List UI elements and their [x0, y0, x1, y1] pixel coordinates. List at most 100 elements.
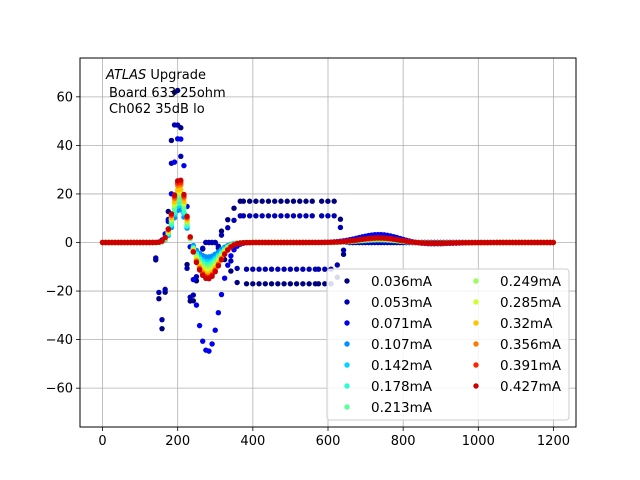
- legend-item: 0.178mA: [344, 379, 433, 395]
- data-point: [300, 266, 306, 272]
- x-tick-label: 1200: [537, 434, 570, 449]
- data-point: [168, 137, 175, 144]
- data-point: [193, 259, 200, 266]
- data-point: [290, 198, 297, 204]
- legend-item: 0.213mA: [344, 400, 433, 416]
- legend-item: 0.142mA: [344, 358, 433, 374]
- data-point: [271, 213, 278, 219]
- data-point: [315, 266, 322, 272]
- legend-marker: [344, 299, 350, 305]
- data-point: [190, 298, 197, 304]
- data-point: [268, 266, 275, 272]
- data-point: [250, 281, 256, 287]
- data-point: [156, 296, 162, 302]
- data-point: [340, 247, 347, 253]
- data-point: [243, 281, 250, 287]
- data-point: [209, 341, 215, 347]
- data-point: [268, 281, 275, 287]
- data-point: [340, 251, 347, 258]
- legend-label: 0.107mA: [371, 337, 433, 353]
- data-point: [165, 226, 171, 232]
- legend-label: 0.391mA: [500, 358, 562, 374]
- legend-marker: [473, 383, 479, 389]
- data-point: [278, 213, 284, 219]
- data-point: [240, 198, 247, 204]
- legend-marker: [344, 383, 350, 389]
- data-point: [225, 225, 231, 231]
- data-point: [174, 87, 181, 94]
- data-point: [325, 213, 331, 219]
- y-tick-label: −40: [46, 333, 73, 348]
- data-point: [318, 213, 325, 219]
- legend-label: 0.356mA: [500, 337, 562, 353]
- annotation-line-1: ATLAS Upgrade: [105, 68, 206, 83]
- y-tick-label: −60: [46, 382, 73, 397]
- data-point: [206, 348, 212, 354]
- data-point: [156, 289, 162, 296]
- y-tick-label: −20: [46, 285, 73, 300]
- data-point: [303, 198, 309, 204]
- data-point: [221, 251, 228, 258]
- data-point: [218, 257, 225, 263]
- legend-marker: [473, 299, 479, 305]
- data-point: [212, 327, 218, 333]
- data-point: [200, 245, 206, 251]
- data-point: [159, 325, 165, 332]
- data-point: [218, 228, 225, 234]
- data-point: [309, 198, 315, 204]
- legend-item: 0.285mA: [473, 295, 562, 311]
- data-point: [306, 266, 312, 272]
- legend-label: 0.036mA: [371, 274, 433, 290]
- legend-item: 0.391mA: [473, 358, 562, 374]
- legend-marker: [473, 341, 479, 347]
- legend-label: 0.213mA: [371, 400, 433, 416]
- data-point: [178, 186, 184, 193]
- data-point: [178, 153, 184, 159]
- data-point: [240, 213, 247, 219]
- annotation-atlas: ATLAS: [105, 68, 146, 83]
- x-tick-label: 600: [316, 434, 341, 449]
- legend: 0.036mA 0.053mA 0.071mA 0.107mA 0.142mA 0.178…: [326, 268, 570, 421]
- data-point: [246, 213, 253, 219]
- legend-item: 0.427mA: [473, 379, 562, 395]
- data-point: [234, 265, 240, 272]
- data-point: [331, 198, 337, 204]
- atlas-annotation: ATLAS Upgrade Board 633 25ohm Ch062 35dB…: [105, 68, 226, 117]
- data-point: [259, 213, 265, 219]
- data-point: [287, 266, 294, 272]
- data-point: [275, 266, 281, 272]
- data-point: [337, 224, 344, 231]
- data-point: [178, 136, 184, 142]
- data-point: [265, 213, 272, 219]
- data-point: [196, 322, 203, 329]
- data-point: [297, 213, 303, 219]
- data-point: [162, 286, 168, 293]
- data-point: [256, 266, 262, 272]
- data-point: [243, 266, 250, 272]
- legend-box: [326, 268, 570, 421]
- x-tick-label: 0: [98, 434, 106, 449]
- data-point: [322, 281, 328, 287]
- data-point: [212, 269, 218, 275]
- data-point: [196, 267, 203, 273]
- data-point: [187, 234, 193, 240]
- data-point: [212, 239, 218, 246]
- data-point: [159, 238, 165, 244]
- data-point: [171, 159, 178, 165]
- series-0.427mA: [99, 177, 556, 282]
- data-point: [184, 265, 190, 272]
- data-point: [184, 213, 190, 219]
- data-point: [209, 273, 215, 280]
- annotation-upgrade: Upgrade: [146, 68, 206, 83]
- legend-marker: [344, 320, 350, 326]
- legend-item: 0.356mA: [473, 337, 562, 353]
- data-point: [153, 255, 159, 261]
- data-point: [331, 213, 337, 219]
- data-point: [325, 198, 331, 204]
- legend-marker: [344, 404, 350, 410]
- y-tick-label: 0: [65, 236, 73, 251]
- y-tick-label: 60: [56, 90, 73, 105]
- data-point: [159, 316, 165, 323]
- data-point: [259, 198, 265, 204]
